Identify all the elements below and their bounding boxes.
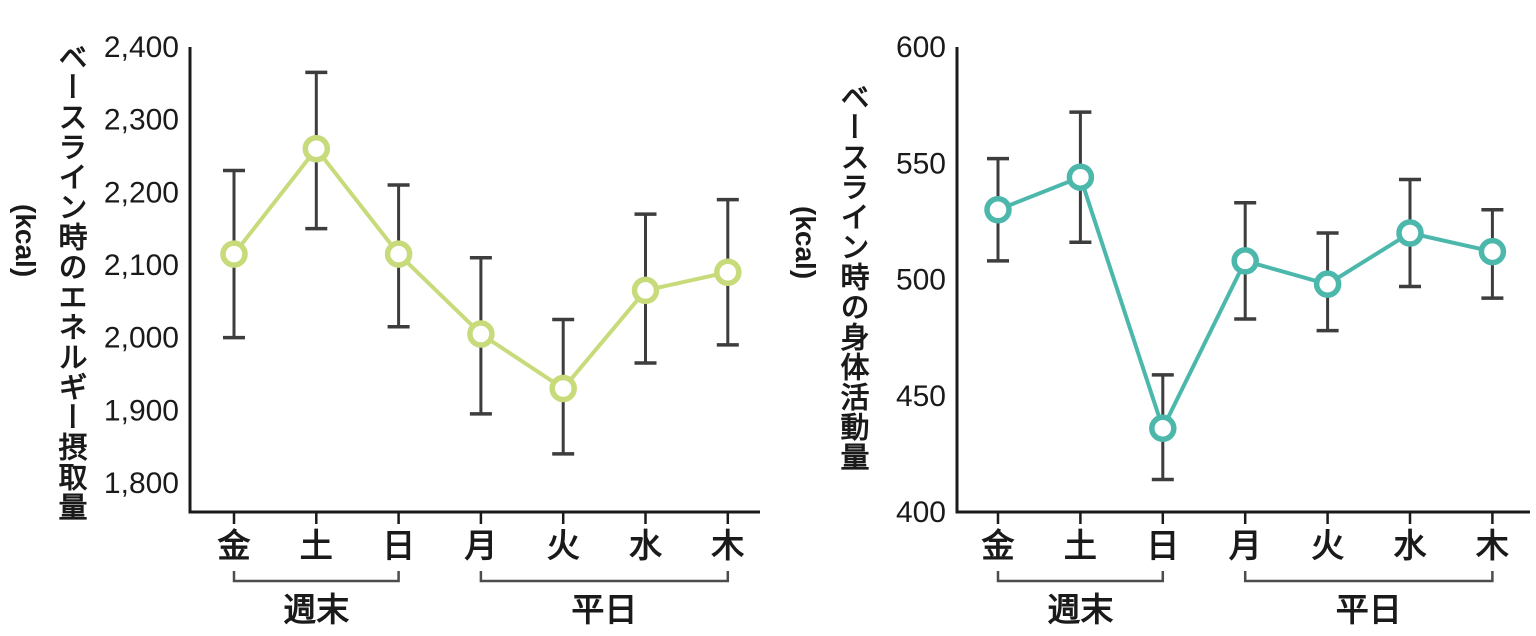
y-axis-title-energy-intake: ベースライン時のエネルギー摂取量	[54, 42, 86, 522]
y-tick-label: 600	[896, 31, 946, 64]
data-point-marker	[1149, 414, 1177, 443]
group-bracket	[1243, 571, 1494, 583]
x-tick-label: 水	[629, 527, 663, 564]
group-bracket	[232, 571, 400, 583]
data-point-marker	[984, 196, 1012, 224]
y-tick-label: 2,200	[104, 176, 179, 209]
x-tick-label: 火	[547, 527, 580, 564]
x-tick-label: 月	[1229, 527, 1262, 564]
x-tick-label: 火	[1311, 527, 1344, 564]
x-tick-label: 日	[1146, 527, 1179, 564]
y-tick-label: 2,400	[104, 31, 179, 64]
y-axis-title-physical-activity: ベースライン時の身体活動量	[836, 82, 868, 472]
x-tick-label: 水	[1394, 527, 1428, 564]
group-bracket-label: 週末	[283, 591, 349, 628]
data-point-marker	[1478, 237, 1507, 266]
x-tick-label: 月	[464, 527, 497, 564]
y-tick-label: 550	[896, 147, 946, 180]
y-tick-label: 2,000	[104, 322, 179, 355]
data-point-marker	[1066, 163, 1095, 191]
data-point-marker	[549, 374, 577, 403]
y-tick-label: 500	[896, 264, 946, 297]
y-axis-unit-physical-activity: (kcal)	[790, 206, 821, 280]
x-tick-label: 日	[382, 527, 415, 564]
x-tick-label: 土	[300, 527, 333, 564]
data-point-marker	[631, 276, 660, 305]
group-bracket	[479, 571, 730, 583]
x-tick-label: 木	[1475, 527, 1509, 564]
y-tick-label: 1,800	[104, 467, 179, 500]
y-tick-label: 1,900	[104, 394, 179, 427]
data-point-marker	[302, 134, 331, 163]
group-bracket-label: 平日	[1336, 591, 1402, 628]
data-point-marker	[220, 240, 248, 268]
x-tick-label: 金	[981, 527, 1016, 564]
data-point-marker	[1313, 270, 1342, 298]
group-bracket-label: 週末	[1047, 591, 1113, 628]
data-point-marker	[467, 320, 495, 348]
data-point-marker	[384, 240, 413, 268]
y-axis-unit-energy-intake: (kcal)	[10, 204, 41, 278]
x-tick-label: 金	[217, 527, 252, 564]
data-point-marker	[1396, 219, 1424, 247]
y-tick-label: 450	[896, 380, 946, 413]
data-point-marker	[1231, 247, 1259, 275]
group-bracket-label: 平日	[571, 591, 637, 628]
x-tick-label: 土	[1064, 527, 1097, 564]
y-tick-label: 2,300	[104, 104, 179, 137]
x-tick-label: 木	[710, 527, 744, 564]
y-tick-label: 400	[896, 496, 946, 529]
data-point-marker	[714, 258, 742, 286]
y-tick-label: 2,100	[104, 249, 179, 282]
group-bracket	[996, 571, 1165, 583]
